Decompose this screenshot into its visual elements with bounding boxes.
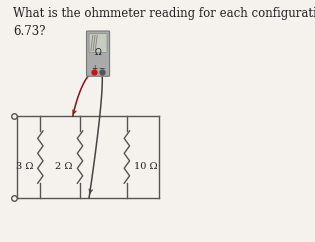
Text: Ω: Ω bbox=[95, 48, 101, 57]
Text: −: − bbox=[99, 64, 105, 73]
Text: 2 Ω: 2 Ω bbox=[55, 162, 73, 171]
Text: What is the ohmmeter reading for each configuration in Fig.
6.73?: What is the ohmmeter reading for each co… bbox=[13, 7, 315, 38]
FancyBboxPatch shape bbox=[87, 31, 110, 76]
Text: 3 Ω: 3 Ω bbox=[16, 162, 33, 171]
Text: +: + bbox=[91, 64, 97, 73]
FancyBboxPatch shape bbox=[89, 34, 107, 53]
Text: 10 Ω: 10 Ω bbox=[134, 162, 158, 171]
